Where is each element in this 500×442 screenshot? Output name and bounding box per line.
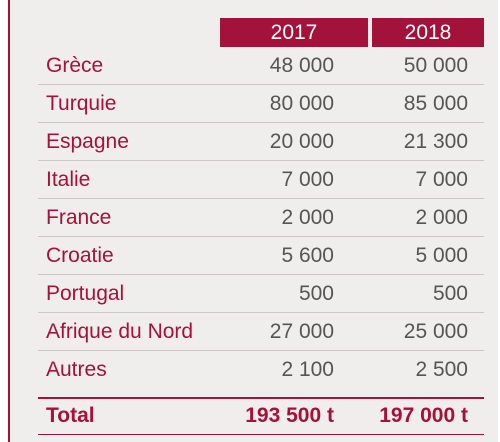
table-row: Grèce 48 000 50 000 <box>38 47 484 85</box>
row-label: Croatie <box>46 244 114 267</box>
total-value-2018: 197 000 t <box>379 404 468 427</box>
row-value-2017: 7 000 <box>281 168 334 191</box>
row-label: Espagne <box>46 130 129 153</box>
row-value-2017: 2 000 <box>281 206 334 229</box>
row-label: Portugal <box>46 282 125 305</box>
row-value-2018: 500 <box>432 282 468 305</box>
total-label: Total <box>46 404 95 427</box>
row-value-2017: 2 100 <box>281 358 334 381</box>
table-row: Croatie 5 600 5 000 <box>38 237 484 275</box>
table-row: Autres 2 100 2 500 <box>38 351 484 389</box>
row-value-2018: 21 300 <box>403 130 468 153</box>
row-value-2018: 25 000 <box>403 320 468 343</box>
row-label: France <box>46 206 112 229</box>
row-value-2017: 20 000 <box>269 130 334 153</box>
row-value-2018: 50 000 <box>403 54 468 77</box>
row-value-2017: 27 000 <box>269 320 334 343</box>
table-row: France 2 000 2 000 <box>38 199 484 237</box>
table-row: Afrique du Nord 27 000 25 000 <box>38 313 484 351</box>
row-label: Italie <box>46 168 91 191</box>
row-value-2018: 85 000 <box>403 92 468 115</box>
column-header-2017: 2017 <box>220 18 368 47</box>
row-label: Turquie <box>46 92 117 115</box>
table-row: Espagne 20 000 21 300 <box>38 123 484 161</box>
table-panel: 2017 2018 Grèce 48 000 50 000 Turquie 80… <box>8 0 498 442</box>
table-row: Turquie 80 000 85 000 <box>38 85 484 123</box>
table-row: Portugal 500 500 <box>38 275 484 313</box>
row-label: Afrique du Nord <box>46 320 194 343</box>
row-value-2017: 500 <box>298 282 334 305</box>
total-value-2017: 193 500 t <box>245 404 334 427</box>
row-value-2017: 48 000 <box>269 54 334 77</box>
column-header-2018: 2018 <box>372 18 484 47</box>
row-value-2018: 2 500 <box>415 358 468 381</box>
total-row: Total 193 500 t 197 000 t <box>38 397 484 435</box>
row-value-2017: 80 000 <box>269 92 334 115</box>
row-value-2018: 2 000 <box>415 206 468 229</box>
row-value-2018: 7 000 <box>415 168 468 191</box>
row-label: Autres <box>46 358 107 381</box>
row-value-2017: 5 600 <box>281 244 334 267</box>
table-row: Italie 7 000 7 000 <box>38 161 484 199</box>
row-value-2018: 5 000 <box>415 244 468 267</box>
row-label: Grèce <box>46 54 104 77</box>
